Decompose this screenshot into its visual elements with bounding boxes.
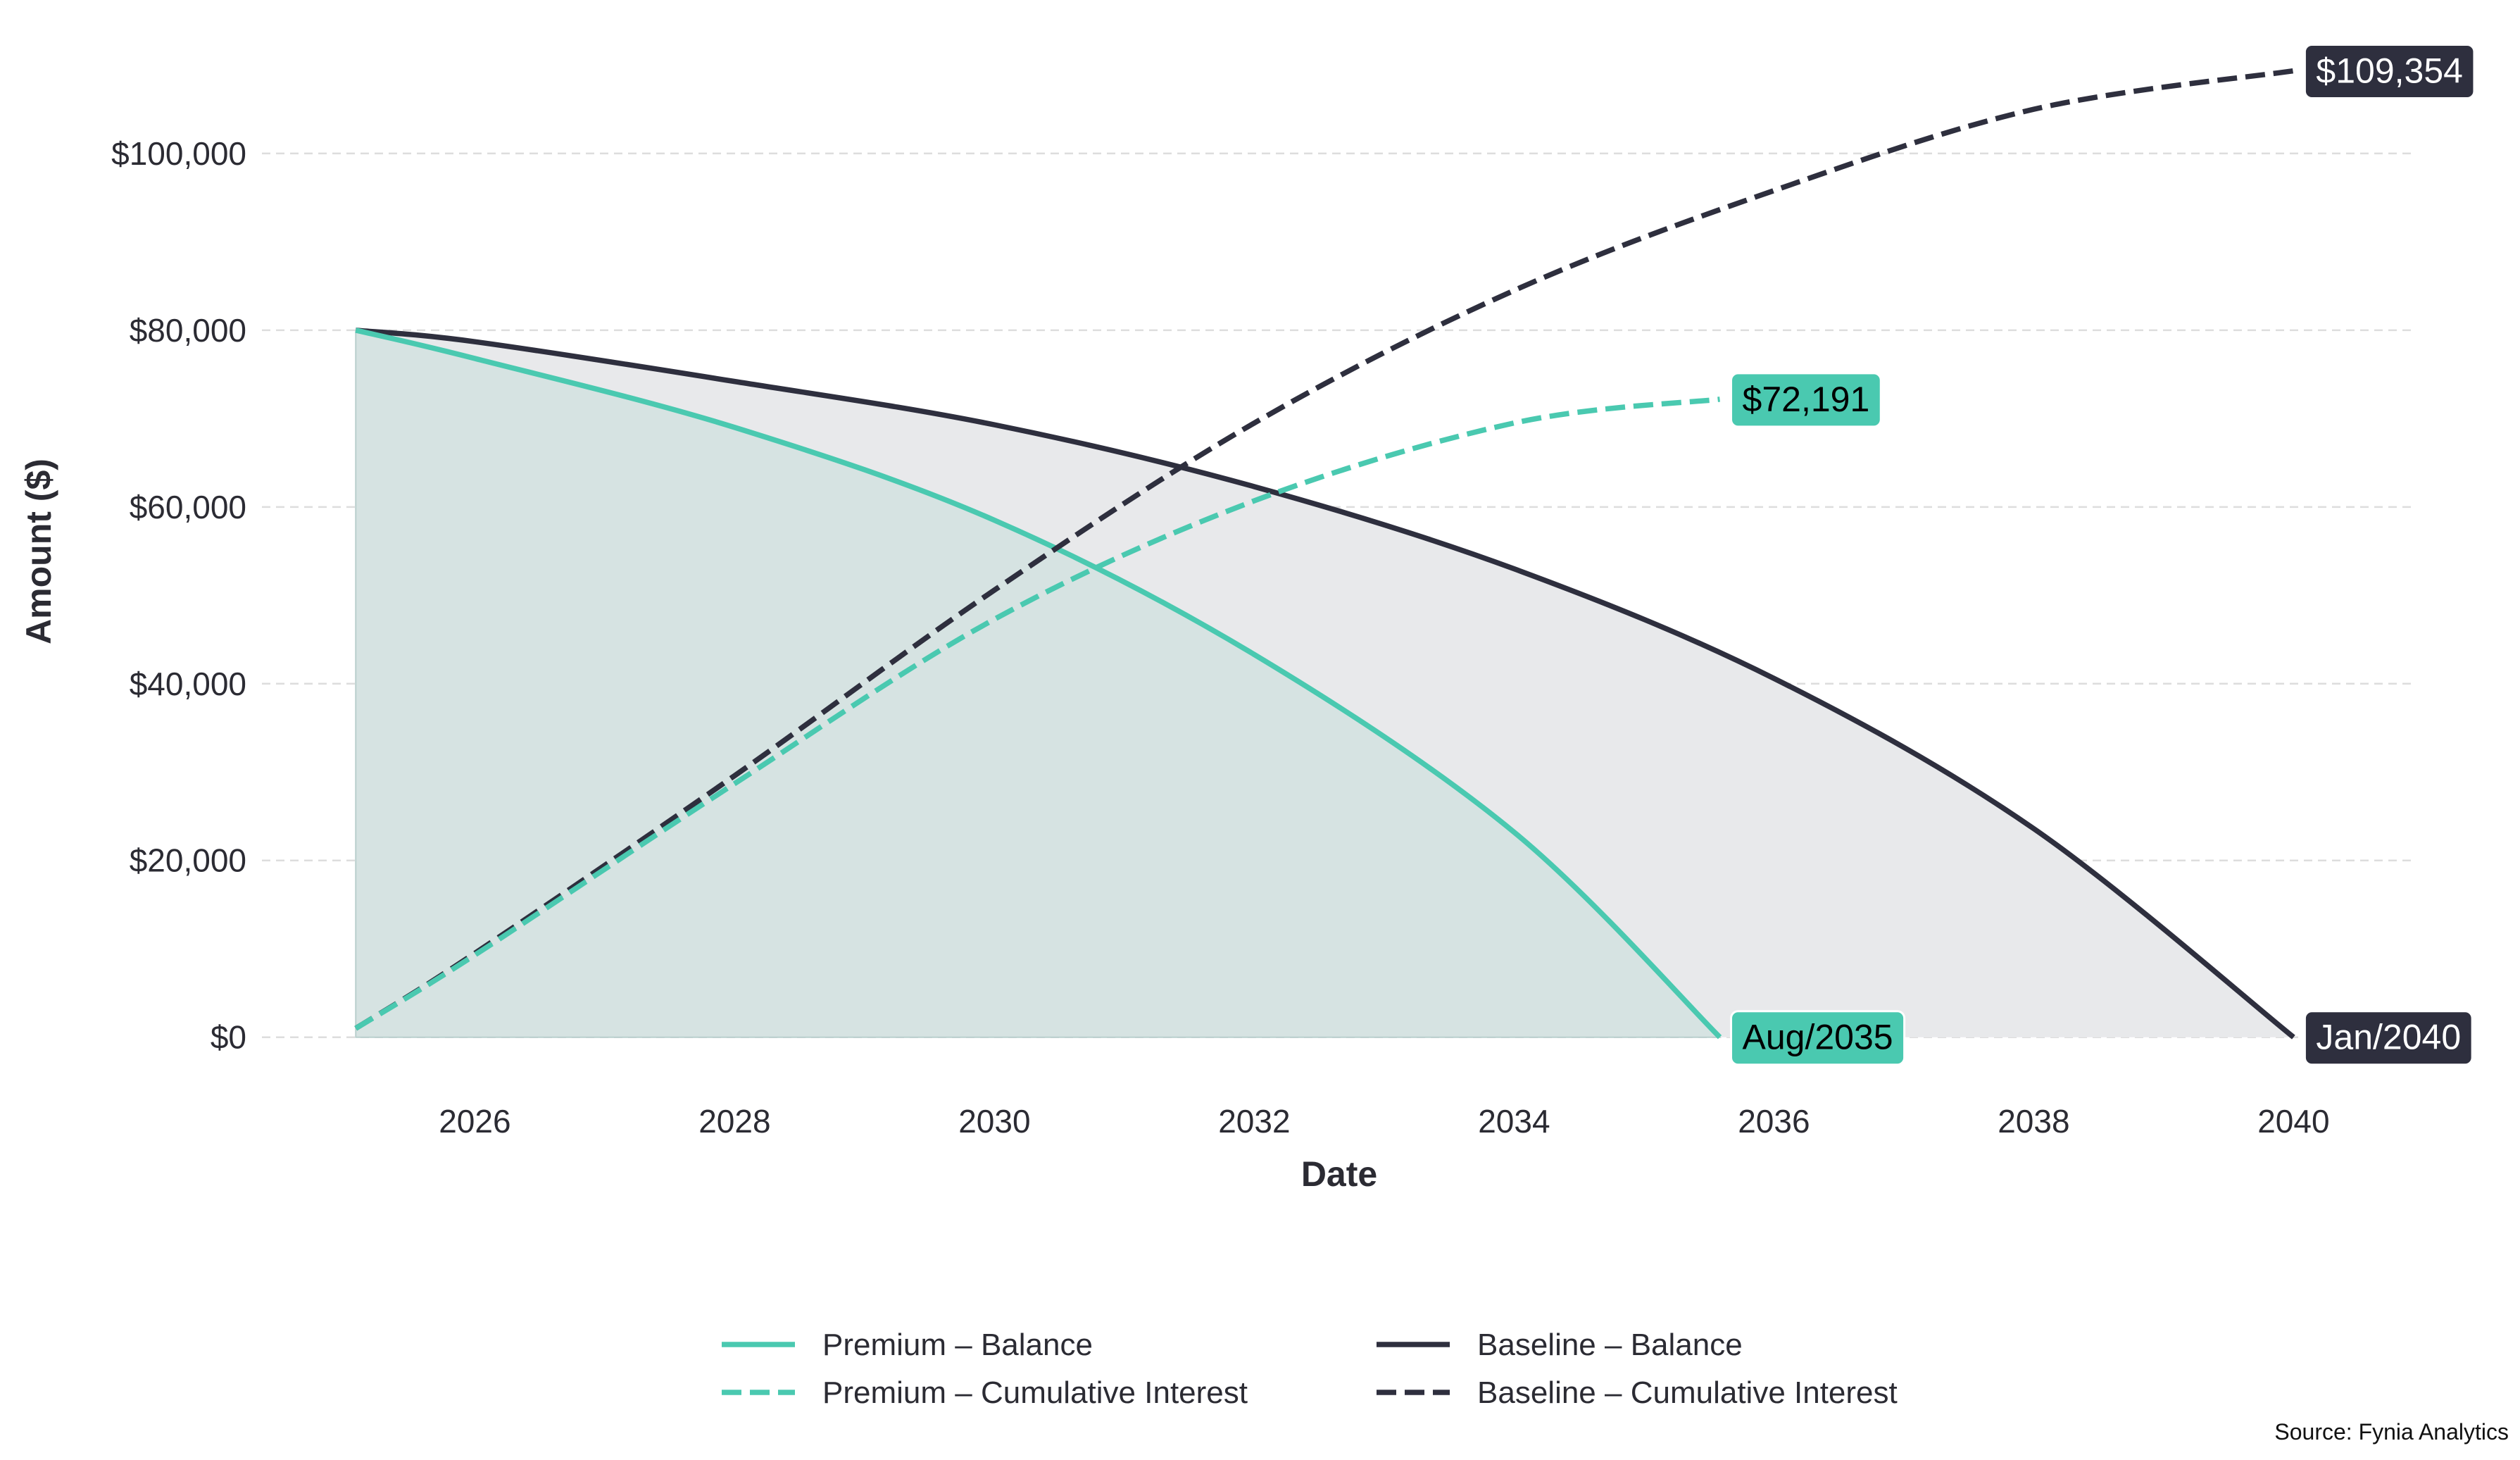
legend: Premium – Balance Premium – Cumulative In… xyxy=(722,1328,1898,1410)
balance-areas xyxy=(355,329,2294,1038)
series-line-baseline-balance xyxy=(355,327,2295,1040)
legend-label: Baseline – Balance xyxy=(1477,1328,1743,1362)
end-label: Jan/2040 xyxy=(2303,1010,2474,1066)
end-label-text: Aug/2035 xyxy=(1743,1018,1893,1057)
y-tick-label: $80,000 xyxy=(130,312,246,349)
x-tick-label: 2026 xyxy=(439,1103,510,1140)
legend-item: Premium – Balance xyxy=(722,1328,1093,1362)
x-tick-label: 2028 xyxy=(698,1103,770,1140)
x-tick-label: 2038 xyxy=(1998,1103,2069,1140)
x-axis-ticks: 2026 2028 2030 2032 2034 2036 2038 2040 xyxy=(439,1103,2329,1140)
end-label: Aug/2035 xyxy=(1730,1010,1906,1066)
end-label: $109,354 xyxy=(2303,44,2476,100)
series-line-premium-cumulative-interest xyxy=(354,397,1720,1031)
source-note: Source: Fynia Analytics xyxy=(2274,1419,2509,1445)
y-tick-label: $20,000 xyxy=(130,842,246,879)
series-line-premium-balance xyxy=(355,327,1722,1040)
y-axis-ticks: $0 $20,000 $40,000 $60,000 $80,000 $100,000 xyxy=(111,135,246,1056)
x-tick-label: 2036 xyxy=(1738,1103,1810,1140)
end-label-box xyxy=(1730,372,1882,428)
series-lines xyxy=(354,68,2295,1040)
x-tick-label: 2032 xyxy=(1218,1103,1290,1140)
x-axis-title: Date xyxy=(1301,1154,1377,1194)
legend-item: Premium – Cumulative Interest xyxy=(722,1375,1248,1410)
x-tick-label: 2030 xyxy=(958,1103,1030,1140)
x-tick-label: 2034 xyxy=(1478,1103,1550,1140)
end-labels: $109,354 $72,191 Aug/2035 Jan/2040 xyxy=(1730,44,2476,1066)
legend-label: Baseline – Cumulative Interest xyxy=(1477,1375,1898,1410)
y-tick-label: $40,000 xyxy=(130,666,246,702)
legend-label: Premium – Cumulative Interest xyxy=(822,1375,1248,1410)
legend-item: Baseline – Cumulative Interest xyxy=(1377,1375,1898,1410)
y-tick-label: $60,000 xyxy=(130,489,246,525)
end-label-box xyxy=(2303,44,2476,100)
end-label-box xyxy=(1730,1010,1906,1066)
series-line-baseline-cumulative-interest xyxy=(354,68,2294,1031)
x-tick-label: 2040 xyxy=(2257,1103,2329,1140)
end-label-box xyxy=(2303,1010,2474,1066)
y-tick-label: $100,000 xyxy=(111,135,246,172)
y-tick-label: $0 xyxy=(211,1019,246,1056)
end-label-text: Jan/2040 xyxy=(2316,1018,2461,1057)
legend-label: Premium – Balance xyxy=(822,1328,1093,1362)
end-label: $72,191 xyxy=(1730,372,1882,428)
y-axis-title: Amount ($) xyxy=(19,458,58,644)
end-label-text: $109,354 xyxy=(2316,51,2463,91)
end-label-text: $72,191 xyxy=(1743,380,1870,419)
legend-item: Baseline – Balance xyxy=(1377,1328,1743,1362)
